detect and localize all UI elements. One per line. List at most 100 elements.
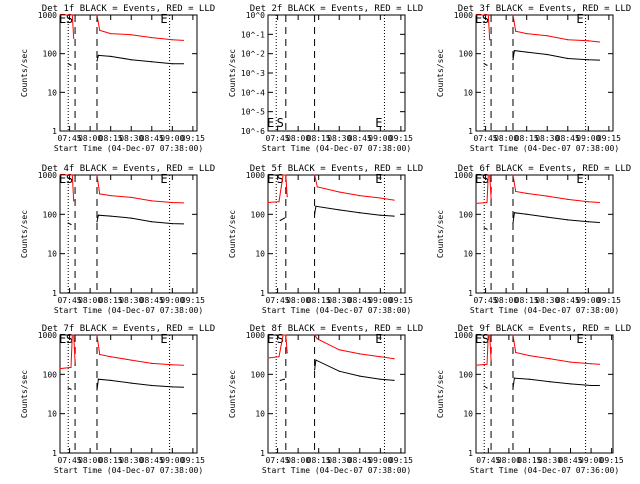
series-line: [96, 214, 184, 225]
y-tick-label: 10^-5: [241, 108, 265, 117]
data-point: [359, 212, 361, 214]
y-tick-label: 1: [260, 289, 265, 298]
data-point: [587, 201, 589, 203]
data-point: [314, 213, 316, 215]
data-point: [316, 338, 318, 340]
data-point: [315, 205, 317, 207]
x-tick-label: 08:15: [99, 456, 123, 465]
y-axis-label: Counts/sec: [228, 49, 237, 97]
series-line: [512, 14, 600, 43]
data-point: [513, 50, 516, 52]
data-point: [99, 353, 101, 356]
x-tick-label: 09:00: [160, 134, 184, 143]
series-line: [96, 14, 184, 41]
data-point: [59, 174, 61, 176]
data-point: [67, 222, 69, 224]
data-point: [486, 201, 488, 204]
data-point: [359, 195, 361, 197]
data-point: [315, 359, 317, 361]
data-point: [489, 39, 491, 41]
y-tick-label: 1000: [454, 171, 473, 180]
x-tick-label: 08:15: [307, 134, 331, 143]
chart-panel: Det 5f BLACK = Events, RED = LLD 1 10 100 10…: [228, 164, 423, 315]
x-tick-label: 08:00: [78, 296, 102, 305]
y-tick-label: 100: [43, 210, 58, 219]
y-axis-label: Counts/sec: [20, 370, 29, 418]
marker-label: S: [277, 172, 284, 186]
data-point: [546, 216, 548, 218]
data-point: [512, 14, 514, 16]
y-tick-label: 10: [255, 250, 265, 259]
series-line: [96, 174, 184, 204]
data-point: [279, 379, 281, 381]
y-tick-label: 10^-4: [241, 88, 265, 97]
x-tick-label: 08:00: [494, 134, 518, 143]
x-tick-label: 07:45: [58, 134, 82, 143]
x-tick-label: 09:15: [181, 456, 205, 465]
data-point: [528, 355, 531, 357]
plot-frame: [475, 334, 614, 454]
y-axis-label: Counts/sec: [228, 210, 237, 258]
data-point: [151, 221, 153, 223]
data-point: [490, 360, 492, 362]
marker-label: E: [267, 332, 274, 346]
chart-title: Det 4f BLACK = Events, RED = LLD: [42, 164, 215, 174]
x-tick-label: 09:00: [576, 296, 600, 305]
data-point: [286, 352, 288, 354]
y-tick-label: 100: [43, 370, 58, 379]
x-tick-label: 08:45: [556, 134, 580, 143]
data-point: [486, 363, 488, 365]
y-tick-label: 1000: [246, 171, 265, 180]
plot-frame: [475, 174, 614, 294]
data-point: [182, 202, 184, 204]
data-point: [489, 174, 491, 176]
data-point: [97, 54, 99, 57]
y-tick-label: 1: [52, 449, 57, 458]
data-point: [97, 378, 99, 380]
data-point: [487, 14, 489, 16]
x-tick-label: 09:00: [579, 456, 603, 465]
data-point: [587, 221, 589, 223]
chart-title: Det 1f BLACK = Events, RED = LLD: [42, 4, 215, 14]
data-point: [171, 364, 173, 366]
x-tick-label: 07:45: [474, 134, 498, 143]
data-point: [475, 364, 477, 366]
data-point: [393, 358, 395, 360]
y-tick-label: 1: [260, 449, 265, 458]
data-point: [182, 364, 184, 366]
data-point: [549, 358, 551, 360]
chart-title: Det 9f BLACK = Events, RED = LLD: [458, 324, 631, 334]
y-axis-label: Counts/sec: [228, 370, 237, 418]
series-line: [96, 378, 184, 391]
data-point: [526, 213, 528, 215]
data-point: [70, 223, 72, 226]
x-tick-label: 09:00: [160, 456, 184, 465]
data-point: [487, 174, 489, 176]
y-tick-label: 10^0: [246, 11, 265, 20]
y-tick-label: 100: [43, 50, 58, 59]
x-tick-label: 08:00: [286, 296, 310, 305]
data-point: [130, 34, 132, 36]
marker-label: E: [375, 116, 382, 130]
data-point: [97, 214, 99, 216]
data-point: [285, 334, 287, 336]
data-point: [598, 201, 600, 204]
x-tick-label: 08:15: [99, 296, 123, 305]
data-point: [338, 370, 340, 372]
x-tick-label: 08:00: [497, 456, 521, 465]
data-point: [483, 63, 485, 65]
x-tick-label: 08:15: [515, 296, 539, 305]
series-line: [280, 378, 285, 381]
y-tick-label: 10: [47, 410, 57, 419]
x-axis-label: Start Time (04-Dec-07 07:38:00): [54, 306, 203, 315]
x-tick-label: 08:00: [286, 456, 310, 465]
marker-label: E: [59, 332, 66, 346]
data-point: [110, 195, 112, 197]
x-tick-label: 08:45: [556, 296, 580, 305]
data-point: [182, 223, 184, 225]
data-point: [526, 33, 528, 35]
y-tick-label: 1000: [38, 331, 57, 340]
data-point: [182, 39, 184, 42]
data-point: [486, 228, 488, 230]
x-tick-label: 08:15: [307, 456, 331, 465]
